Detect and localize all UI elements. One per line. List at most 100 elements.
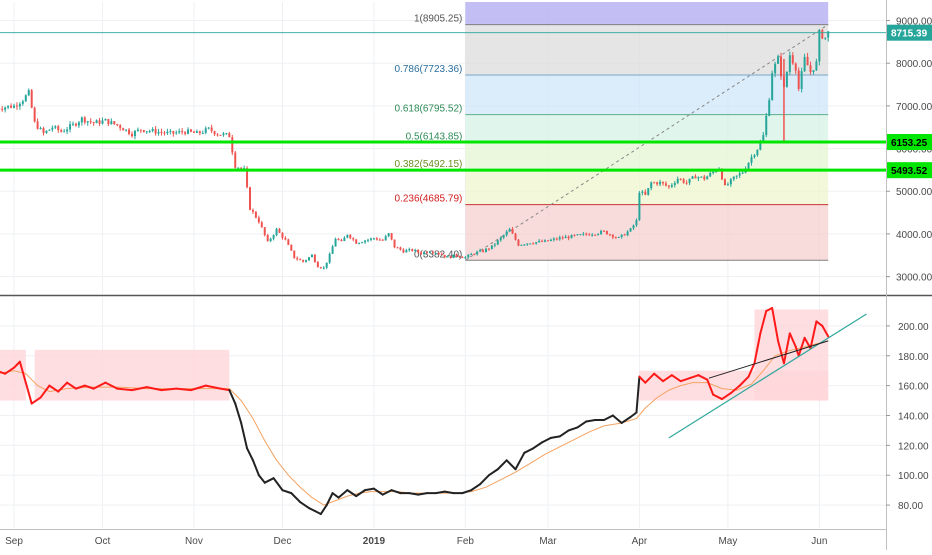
osc-segment [631,413,637,417]
candle-body [252,210,254,212]
candle [287,239,289,245]
candle [169,129,171,134]
candle [397,247,399,249]
candle [220,135,222,136]
candle-body [736,176,738,177]
candle [96,119,98,123]
candle-body [28,90,30,95]
candle [137,128,139,132]
candle [202,130,204,134]
candle [7,105,9,109]
candle-body [517,240,519,246]
candle-body [296,258,298,259]
candle [821,29,823,39]
candle-body [659,182,661,184]
candle-body [149,131,151,132]
candle [228,132,230,137]
candle [104,118,106,120]
candle [184,131,186,135]
candle-body [40,128,42,129]
candle-body [804,57,806,71]
oscillator-lines [0,308,867,514]
time-label-2019: 2019 [363,536,386,547]
candle-body [467,255,469,258]
candle-body [579,234,581,235]
candle-body [470,254,472,255]
candle-body [473,254,475,255]
candle-body [152,129,154,131]
candle-body [388,233,390,236]
candle [122,128,124,131]
candle-body [7,106,9,108]
candle [163,131,165,136]
candle-body [267,235,269,241]
candle-body [326,263,328,268]
candle [647,188,649,196]
osc-segment [577,421,586,427]
candle-body [627,232,629,236]
candle-body [276,229,278,235]
price-tick-label: 7000.00 [896,102,932,113]
candle [491,245,493,249]
osc-tick-label: 120.00 [898,441,929,452]
candle-body [635,220,637,225]
hline-label-5493.52: 5493.52 [891,166,928,177]
candle [355,239,357,244]
candle-body [258,218,260,223]
candle-body [771,73,773,100]
fib-label-0.382: 0.382(5492.15) [395,159,463,170]
candle-body [644,192,646,195]
fibonacci-retracement[interactable]: 1(8905.25)0.786(7723.36)0.618(6795.52)0.… [395,2,829,260]
candle-body [724,179,726,185]
candle-body [43,128,45,133]
candle-body [674,183,676,185]
candle [172,131,174,137]
candle [175,130,177,134]
candle-body [119,125,121,128]
candle-body [544,240,546,241]
candle [299,258,301,260]
candle [329,252,331,264]
candle [308,257,310,261]
candle [818,29,820,66]
osc-segment [569,427,578,430]
candle-body [694,176,696,178]
candle-body [34,108,36,122]
candle-body [606,231,608,234]
candle-body [680,179,682,180]
candle [385,235,387,241]
candle-body [329,254,331,263]
candle-body [568,237,570,239]
candle-body [81,117,83,122]
candle-body [765,116,767,135]
candle-body [146,131,148,132]
candle-body [662,182,664,184]
candle-body [178,131,180,132]
candle-body [228,133,230,137]
candle-body [742,173,744,174]
fib-band-0.786 [465,25,828,75]
candle-body [441,254,443,255]
candle-body [22,101,24,104]
candle-body [786,72,788,87]
candle-body [479,250,481,251]
candle-body [727,184,729,185]
candle-body [485,249,487,252]
candle-body [222,133,224,135]
candle-body [249,187,251,210]
candle-body [193,132,195,133]
candle-body [255,212,257,218]
candle [196,130,198,134]
candle [28,89,30,97]
candle-body [591,235,593,236]
time-label-Mar: Mar [539,536,557,547]
candle [311,254,313,257]
candle-body [57,126,59,130]
candle-body [692,176,694,178]
candle-body [656,182,658,184]
candle-body [54,126,56,127]
candle [208,127,210,129]
time-label-Dec: Dec [274,536,292,547]
